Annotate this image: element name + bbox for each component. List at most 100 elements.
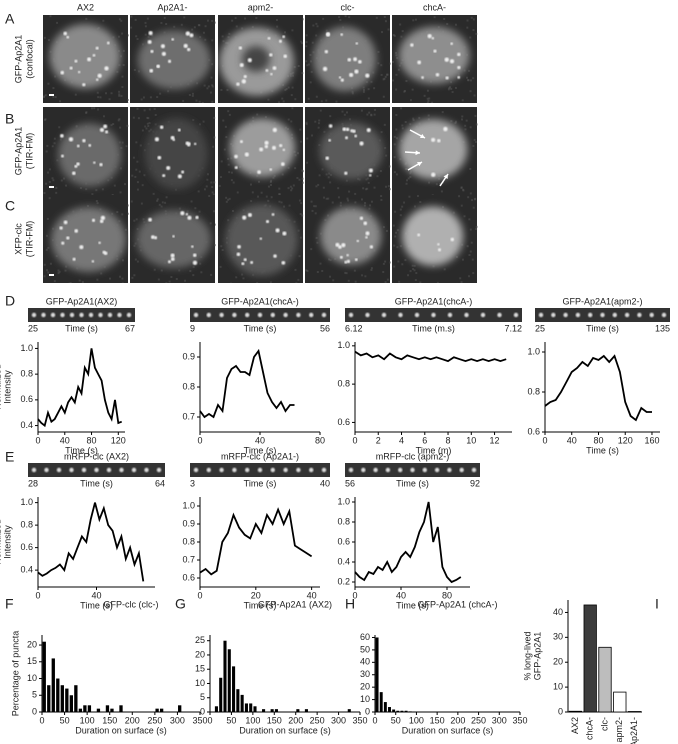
noise: [52, 179, 55, 182]
punctum: [239, 63, 244, 68]
noise: [360, 109, 363, 112]
noise: [231, 19, 234, 22]
punctum: [359, 216, 364, 220]
noise: [206, 173, 209, 176]
punctum: [355, 42, 359, 45]
x-tick-label: 350: [352, 715, 367, 725]
noise: [475, 32, 478, 35]
noise: [205, 185, 208, 188]
noise: [354, 280, 357, 283]
x-tick-label: 6: [422, 435, 427, 445]
noise: [52, 87, 55, 90]
noise: [125, 145, 128, 148]
intensity-line: [354, 350, 507, 363]
punctum: [171, 38, 174, 41]
noise: [53, 137, 56, 140]
histogram-bar: [74, 685, 78, 712]
noise: [405, 182, 408, 185]
punctum: [156, 64, 160, 69]
y-tick-label: 0.9: [182, 351, 195, 361]
noise: [346, 111, 349, 114]
noise: [227, 163, 230, 166]
noise: [214, 223, 216, 226]
micrograph-content: [305, 108, 391, 195]
noise: [325, 99, 328, 102]
histogram-bar: [253, 706, 257, 712]
x-tick-label: chcA-: [585, 717, 595, 740]
noise: [380, 64, 383, 67]
noise: [269, 181, 272, 184]
noise: [382, 226, 385, 229]
noise: [137, 70, 140, 73]
noise: [228, 113, 231, 116]
noise: [300, 40, 303, 43]
noise: [136, 181, 139, 184]
noise: [299, 236, 302, 239]
arrow-head: [420, 133, 425, 139]
noise: [208, 195, 211, 198]
noise: [396, 57, 399, 60]
cell: [320, 207, 382, 265]
noise: [130, 200, 133, 203]
micrograph: [218, 15, 304, 103]
noise: [307, 63, 310, 66]
noise: [474, 114, 477, 117]
x-axis-label: Duration on surface (s): [402, 725, 494, 735]
y-tick-label: 0: [365, 706, 370, 716]
punctum: [63, 31, 68, 36]
x-tick-label: 2: [376, 435, 381, 445]
noise: [213, 116, 216, 119]
y-tick-label: 1.0: [182, 500, 195, 510]
chart-title: GFP-Ap2A1(AX2): [46, 296, 118, 306]
punctum: [421, 76, 424, 79]
noise: [110, 124, 113, 127]
noise: [411, 264, 414, 267]
x-tick-label: 40: [396, 590, 406, 600]
noise: [294, 268, 297, 271]
noise: [275, 19, 278, 22]
noise: [290, 189, 293, 192]
punctum: [189, 33, 194, 38]
noise: [393, 265, 396, 268]
noise: [210, 273, 213, 276]
noise: [227, 198, 230, 201]
punctum: [105, 130, 109, 134]
noise: [273, 174, 276, 177]
noise: [52, 227, 55, 230]
y-tick-label: 30: [360, 669, 370, 679]
noise: [265, 195, 268, 198]
punctum: [74, 229, 79, 233]
noise: [306, 137, 309, 140]
y-tick-label: 10: [27, 673, 37, 683]
histogram-bar: [392, 709, 396, 712]
noise: [441, 206, 444, 209]
noise: [157, 278, 160, 281]
noise: [472, 18, 475, 21]
noise: [45, 182, 48, 185]
noise: [383, 77, 386, 80]
micrograph-content: [43, 15, 129, 103]
punctum: [342, 127, 347, 132]
noise: [207, 85, 210, 88]
punctum: [338, 245, 342, 249]
kymograph-spot: [431, 312, 436, 318]
y-tick-label: 0.2: [337, 576, 350, 586]
noise: [287, 187, 290, 190]
noise: [144, 21, 147, 24]
y-tick-label: 0.6: [527, 426, 540, 436]
punctum: [283, 54, 288, 59]
noise: [354, 192, 357, 195]
punctum: [98, 241, 101, 245]
kymograph-spot: [232, 467, 237, 473]
kymograph-spot: [257, 467, 263, 473]
noise: [297, 65, 300, 68]
noise: [85, 188, 88, 191]
noise: [301, 214, 304, 217]
noise: [74, 93, 77, 96]
noise: [416, 195, 419, 198]
noise: [395, 73, 398, 76]
punctum: [69, 66, 73, 70]
noise: [375, 16, 378, 19]
x-tick-label: 350: [192, 715, 207, 725]
noise: [328, 258, 331, 261]
